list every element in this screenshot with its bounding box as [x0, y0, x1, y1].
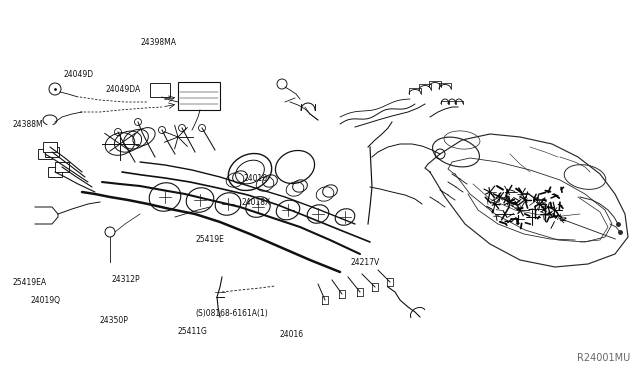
- Text: 24388M: 24388M: [13, 120, 44, 129]
- Text: 25411G: 25411G: [178, 327, 208, 336]
- Text: 24016: 24016: [279, 330, 303, 339]
- Bar: [55, 162, 69, 172]
- Bar: [178, 82, 220, 110]
- Bar: [43, 142, 57, 152]
- Text: 24018X: 24018X: [242, 198, 271, 207]
- Text: 24350P: 24350P: [99, 316, 128, 325]
- Text: 24217V: 24217V: [351, 258, 380, 267]
- Bar: [48, 167, 62, 177]
- Bar: [38, 149, 52, 159]
- Text: 24010: 24010: [243, 174, 268, 183]
- Text: R24001MU: R24001MU: [577, 353, 630, 363]
- Text: 25419E: 25419E: [195, 235, 224, 244]
- Text: 24398MA: 24398MA: [141, 38, 177, 47]
- Text: 24019Q: 24019Q: [31, 296, 61, 305]
- Text: (S)08168-6161A(1): (S)08168-6161A(1): [195, 309, 268, 318]
- Bar: [45, 147, 59, 157]
- Bar: [150, 83, 170, 97]
- Text: 24049D: 24049D: [64, 70, 94, 79]
- Text: 24312P: 24312P: [112, 275, 141, 284]
- Text: 24049DA: 24049DA: [106, 85, 141, 94]
- Text: 25419EA: 25419EA: [13, 278, 47, 287]
